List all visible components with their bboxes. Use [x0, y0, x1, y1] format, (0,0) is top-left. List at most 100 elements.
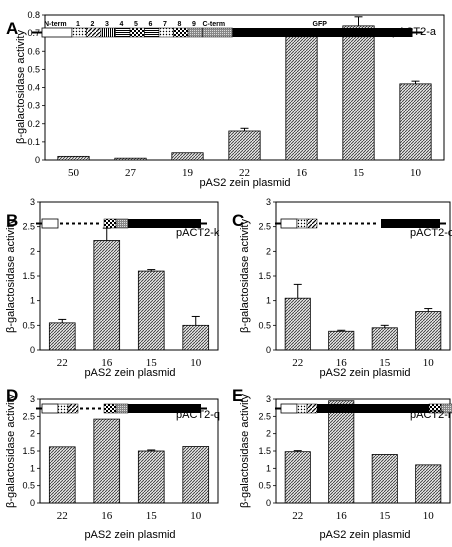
- y-tick-label: 1.5: [22, 446, 35, 456]
- y-tick-label: 3: [266, 394, 271, 404]
- x-tick-label: 10: [190, 357, 202, 369]
- panel-d: Dβ-galactosidase activity pAS2 zein plasm…: [5, 386, 220, 541]
- y-tick-label: 0.5: [22, 481, 35, 491]
- diagram-repeat-4: [115, 27, 131, 38]
- x-tick-label: 15: [146, 510, 158, 522]
- y-tick-label: 0.6: [27, 46, 40, 56]
- bar: [48, 322, 76, 351]
- x-tick-label: 16: [336, 510, 348, 522]
- x-tick-label: 50: [68, 167, 80, 179]
- y-tick-label: 0.5: [22, 320, 35, 330]
- y-axis-label: β-galactosidase activity: [239, 394, 251, 508]
- diagram-repeat-9: [187, 27, 203, 38]
- y-tick-label: 2.5: [22, 411, 35, 421]
- diagram-nterm-box: [41, 27, 73, 38]
- diagram-repeat-label-3: 3: [105, 21, 109, 28]
- y-axis-label: β-galactosidase activity: [239, 219, 251, 333]
- bar: [114, 157, 147, 161]
- panel-label: C: [232, 211, 244, 230]
- y-axis-label: β-galactosidase activity: [5, 394, 17, 508]
- x-tick-label: 15: [353, 167, 365, 179]
- y-tick-label: 1: [30, 463, 35, 473]
- y-tick-label: 1.5: [258, 446, 271, 456]
- diagram-nterm-box: [280, 403, 298, 414]
- y-axis-label: β-galactosidase activity: [15, 30, 27, 144]
- y-tick-label: 0.2: [27, 119, 40, 129]
- diagram-repeat-7: [158, 27, 174, 38]
- y-tick-label: 3: [30, 197, 35, 207]
- diagram-gfp-box: [128, 219, 201, 228]
- bar: [371, 327, 398, 351]
- bar: [48, 446, 76, 504]
- y-tick-label: 0.5: [27, 64, 40, 74]
- diagram-gfp-label: GFP: [313, 21, 328, 28]
- y-tick-label: 0.1: [27, 137, 40, 147]
- y-tick-label: 0.8: [27, 10, 40, 20]
- y-tick-label: 2.5: [22, 222, 35, 232]
- diagram-nterm-box: [280, 218, 298, 229]
- diagram-repeat-label-1: 1: [76, 21, 80, 28]
- x-tick-label: 15: [379, 357, 391, 369]
- panel-c: Cβ-galactosidase activity pAS2 zein plasm…: [232, 197, 452, 379]
- y-tick-label: 2: [30, 246, 35, 256]
- y-tick-label: 1: [30, 296, 35, 306]
- diagram-repeat-label-8: 8: [178, 21, 182, 28]
- x-tick-label: 10: [423, 357, 435, 369]
- y-tick-label: 1.5: [22, 271, 35, 281]
- panels-layer: Aβ-galactosidase activity pAS2 zein plasm…: [5, 10, 452, 541]
- y-tick-label: 2: [266, 246, 271, 256]
- diagram-cterm-box: [202, 27, 233, 38]
- diagram-repeat-3: [100, 27, 116, 38]
- diagram-cterm-box: [115, 403, 129, 414]
- diagram-repeat-9: [103, 218, 117, 229]
- construct-label: pACT2-k: [176, 227, 220, 239]
- y-axis-label: β-galactosidase activity: [5, 219, 17, 333]
- construct-label: pACT2-q: [176, 409, 220, 421]
- bar: [399, 83, 432, 161]
- construct-label: pACT2-o: [410, 227, 452, 239]
- bar: [371, 454, 398, 504]
- x-tick-label: 27: [125, 167, 137, 179]
- bar: [137, 450, 165, 504]
- x-tick-label: 15: [146, 357, 158, 369]
- diagram-repeat-6: [144, 27, 160, 38]
- diagram-repeat-8: [173, 27, 189, 38]
- bar: [182, 324, 210, 351]
- diagram-gfp-box: [381, 219, 440, 228]
- x-axis-label: pAS2 zein plasmid: [319, 367, 410, 379]
- diagram-repeat-2: [86, 27, 102, 38]
- bar: [415, 464, 442, 504]
- x-tick-label: 22: [57, 510, 68, 522]
- construct-label: pACT2-r: [410, 409, 452, 421]
- x-tick-label: 22: [239, 167, 250, 179]
- bar: [342, 25, 375, 161]
- bar: [328, 330, 355, 351]
- x-axis-label: pAS2 zein plasmid: [319, 529, 410, 541]
- diagram-gfp-box: [232, 28, 413, 37]
- diagram-repeat-label-9: 9: [192, 21, 196, 28]
- diagram-repeat-label-4: 4: [120, 21, 124, 28]
- diagram-cterm-box: [115, 218, 129, 229]
- bar: [137, 270, 165, 351]
- y-tick-label: 2.5: [258, 411, 271, 421]
- x-tick-label: 22: [57, 357, 68, 369]
- x-axis-label: pAS2 zein plasmid: [199, 177, 290, 189]
- x-tick-label: 10: [190, 510, 202, 522]
- diagram-nterm-box: [41, 403, 59, 414]
- x-tick-label: 16: [101, 510, 113, 522]
- diagram-nterm-label: N-term: [44, 21, 67, 28]
- diagram-repeat-9: [103, 403, 117, 414]
- x-axis-label: pAS2 zein plasmid: [84, 529, 175, 541]
- construct-label: pACT2-a: [392, 26, 437, 38]
- x-tick-label: 15: [379, 510, 391, 522]
- diagram-repeat-2: [306, 403, 318, 414]
- diagram-repeat-1: [57, 403, 69, 414]
- diagram-gfp-box: [317, 404, 429, 413]
- diagram-repeat-2: [306, 218, 318, 229]
- bar: [285, 29, 318, 161]
- y-tick-label: 0.4: [27, 83, 40, 93]
- bar: [228, 130, 261, 161]
- diagram-repeat-label-7: 7: [163, 21, 167, 28]
- y-tick-label: 0: [30, 498, 35, 508]
- diagram-repeat-1: [296, 403, 308, 414]
